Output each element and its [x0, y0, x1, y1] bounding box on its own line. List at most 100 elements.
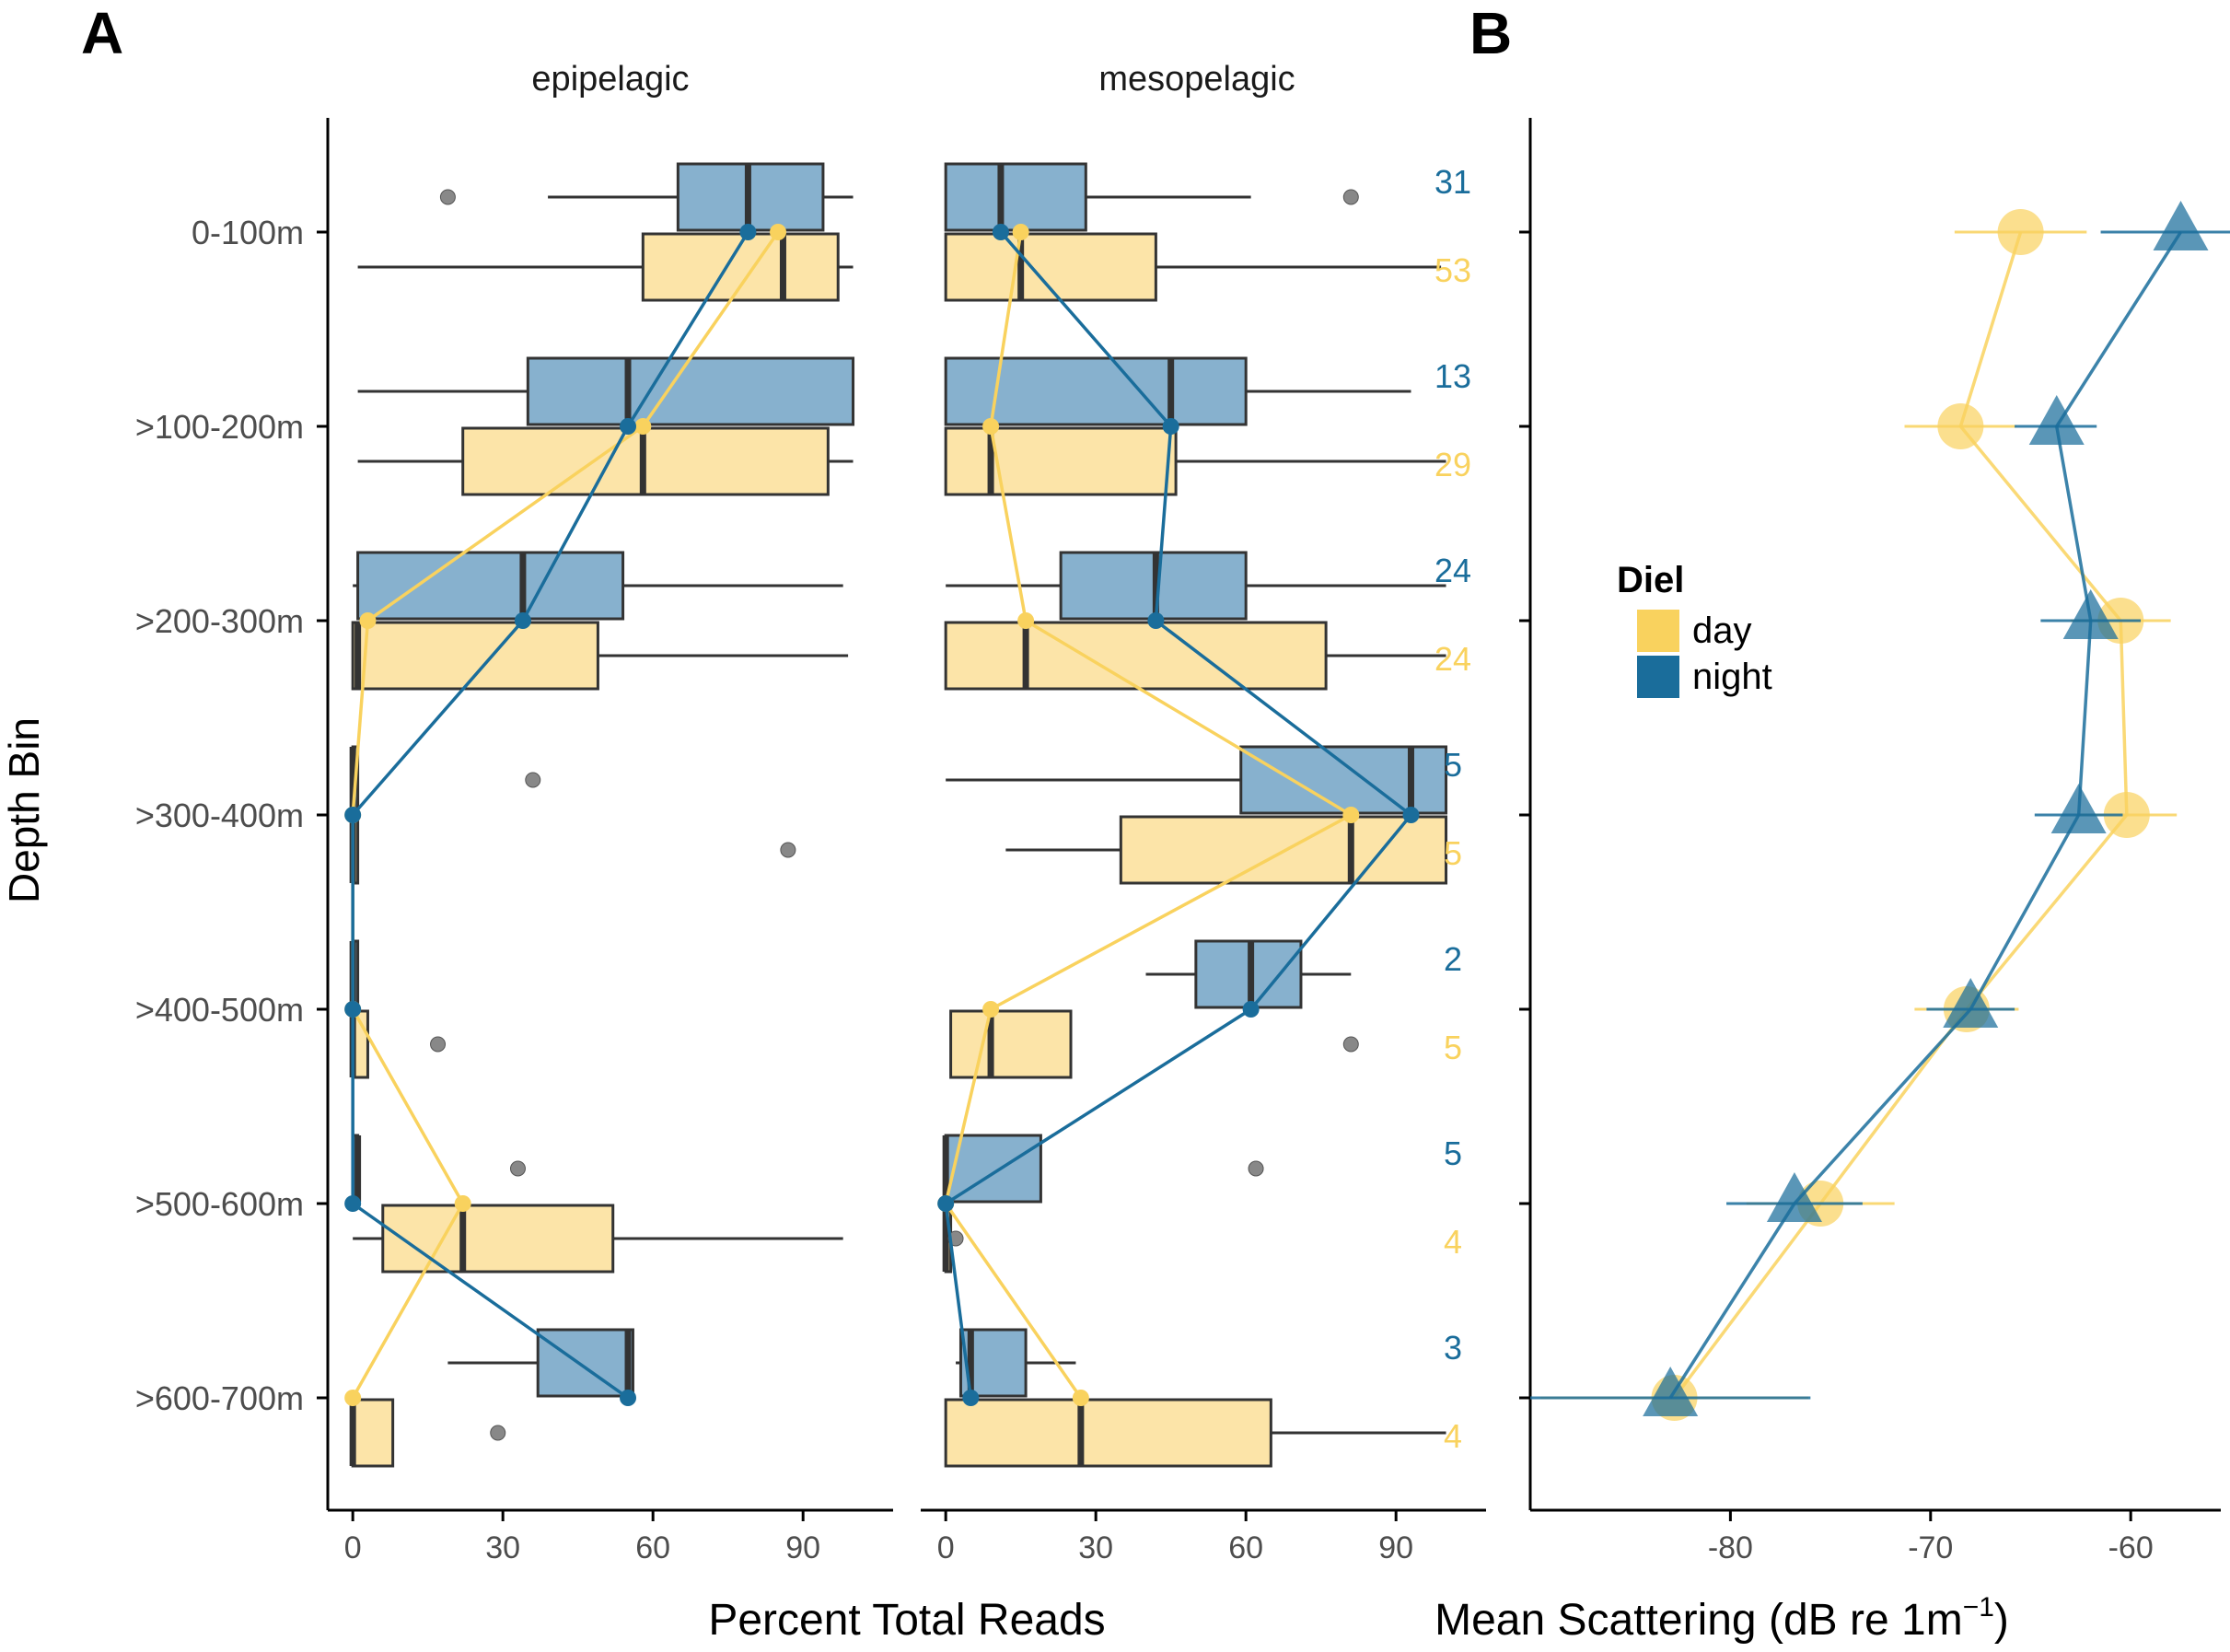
- outlier-point: [1342, 1036, 1359, 1053]
- panel-mesopelagic-night-mean-point: [962, 1390, 980, 1406]
- panel-mesopelagic-night-box: [956, 1328, 1076, 1398]
- y-tick-label: >600-700m: [135, 1379, 304, 1417]
- panel-epipelagic-x-tick-label: 0: [344, 1530, 362, 1565]
- panel-b-night-point: [2028, 395, 2085, 445]
- box-iqr: [536, 1328, 634, 1398]
- panel-mesopelagic-night-box: [942, 1134, 1264, 1204]
- panel-epipelagic-day-mean-point: [454, 1195, 471, 1212]
- panel-b-night-point: [2062, 589, 2119, 639]
- box-iqr: [526, 356, 855, 426]
- panel-mesopelagic-night-box: [944, 356, 1411, 426]
- panel-mesopelagic-x-tick-label: 30: [1078, 1530, 1113, 1565]
- y-axis-title: Depth Bin: [0, 717, 48, 903]
- panel-mesopelagic-night-mean-point: [1242, 1001, 1260, 1018]
- panel-epipelagic-day-mean-point: [359, 612, 377, 629]
- sample-count-day: 53: [1434, 251, 1471, 289]
- x-axis-title-b-main: Mean Scattering (dB re 1m: [1434, 1596, 1963, 1645]
- panel-mesopelagic-day-mean-point: [1072, 1390, 1089, 1406]
- box-iqr: [944, 1134, 1042, 1204]
- sample-count-day: 5: [1444, 1029, 1462, 1066]
- facet-title-mesopelagic: mesopelagic: [1098, 60, 1295, 99]
- panel-epipelagic-night-mean-point: [344, 1001, 362, 1018]
- panel-b-night-point: [1766, 1172, 1822, 1222]
- panel-b-day-point: [2103, 792, 2150, 838]
- panel-mesopelagic-x-tick-label: 90: [1378, 1530, 1413, 1565]
- panel-b-night-point: [1943, 978, 1999, 1028]
- panel-mesopelagic-day-box: [944, 1398, 1446, 1468]
- box-iqr: [944, 232, 1157, 302]
- y-tick-label: >500-600m: [135, 1185, 304, 1223]
- panel-mesopelagic-x-tick-label: 60: [1228, 1530, 1263, 1565]
- x-axis-title-b-superscript: −1: [1963, 1592, 1994, 1623]
- box-iqr: [381, 1204, 615, 1274]
- legend-key-day: [1637, 610, 1679, 652]
- outlier-point: [1248, 1160, 1264, 1177]
- sample-count-night: 5: [1444, 746, 1462, 784]
- panel-mesopelagic-day-mean-point: [982, 418, 1000, 435]
- outlier-point: [439, 189, 456, 205]
- legend-label-day: day: [1692, 611, 1752, 651]
- panel-epipelagic-night-box: [351, 1134, 526, 1204]
- panel-b-day-point: [1997, 209, 2044, 255]
- box-iqr: [944, 1398, 1272, 1468]
- panel-mesopelagic-night-box: [946, 551, 1446, 621]
- outlier-point: [780, 842, 796, 858]
- box-iqr: [351, 621, 599, 691]
- panel-epipelagic-day-box: [353, 1204, 843, 1274]
- panel-epipelagic-night-mean-point: [620, 418, 637, 435]
- panel-mesopelagic-night-mean-point: [1402, 807, 1420, 823]
- panel-b-night-point: [2153, 201, 2209, 250]
- legend-key-night: [1637, 656, 1679, 698]
- panel-epipelagic-x-tick-label: 90: [785, 1530, 820, 1565]
- panel-mesopelagic-day-box: [1005, 815, 1448, 885]
- panel-mesopelagic-day-box: [944, 232, 1442, 302]
- panel-epipelagic-day-box: [349, 1009, 447, 1079]
- panel-mesopelagic-day-mean-point: [1012, 224, 1029, 240]
- panel-mesopelagic-night-box: [1145, 939, 1352, 1009]
- plot-layer: 0-100m >100-200m >200-300m >300-400m >400-50…: [135, 162, 2230, 1565]
- box-iqr: [944, 356, 1248, 426]
- sample-count-night: 13: [1434, 357, 1471, 395]
- panel-b-x-tick-label: -70: [1908, 1530, 1953, 1565]
- facet-title-epipelagic: epipelagic: [531, 60, 689, 99]
- sample-count-day: 29: [1434, 446, 1471, 483]
- sample-count-day: 4: [1444, 1417, 1462, 1455]
- sample-count-night: 31: [1434, 163, 1471, 201]
- box-iqr: [949, 1009, 1073, 1079]
- panel-mesopelagic-night-box: [944, 162, 1359, 232]
- panel-mesopelagic-day-box: [949, 1009, 1359, 1079]
- panel-epipelagic-night-box: [357, 356, 855, 426]
- panel-mesopelagic-day-box: [944, 426, 1446, 496]
- y-tick-label: >100-200m: [135, 408, 304, 446]
- outlier-point: [490, 1425, 506, 1441]
- panel-epipelagic-night-box: [349, 745, 541, 815]
- panel-mesopelagic-night-mean-point: [937, 1195, 955, 1212]
- panel-epipelagic-night-box: [353, 551, 843, 621]
- panel-mesopelagic-night-box: [946, 745, 1448, 815]
- sample-count-day: 4: [1444, 1223, 1462, 1261]
- panel-epipelagic-x-tick-label: 60: [635, 1530, 670, 1565]
- panel-epipelagic-day-box: [349, 815, 796, 885]
- panel-epipelagic-x-tick-label: 30: [485, 1530, 520, 1565]
- panel-mesopelagic-day-box: [944, 621, 1446, 691]
- box-iqr: [944, 162, 1087, 232]
- panel-b-x-tick-label: -60: [2108, 1530, 2154, 1565]
- panel-epipelagic-night-box: [439, 162, 854, 232]
- panel-label-b: B: [1469, 0, 1512, 66]
- panel-mesopelagic-day-mean-point: [1017, 612, 1035, 629]
- panel-mesopelagic-night-mean-point: [1162, 418, 1179, 435]
- sample-count-night: 5: [1444, 1134, 1462, 1172]
- x-axis-title-b-close: ): [1994, 1596, 2009, 1645]
- sample-count-day: 5: [1444, 834, 1462, 872]
- y-tick-label: >300-400m: [135, 797, 304, 834]
- panel-epipelagic-night-box: [447, 1328, 634, 1398]
- panel-mesopelagic-night-mean-point: [1147, 612, 1165, 629]
- sample-count-day: 24: [1434, 640, 1471, 678]
- panel-epipelagic-day-box: [357, 232, 854, 302]
- box-iqr: [1239, 745, 1448, 815]
- panel-epipelagic-day-box: [349, 1398, 506, 1468]
- panel-mesopelagic-x-tick-label: 0: [937, 1530, 955, 1565]
- panel-epipelagic-night-mean-point: [620, 1390, 637, 1406]
- panel-epipelagic-night-mean-point: [514, 612, 531, 629]
